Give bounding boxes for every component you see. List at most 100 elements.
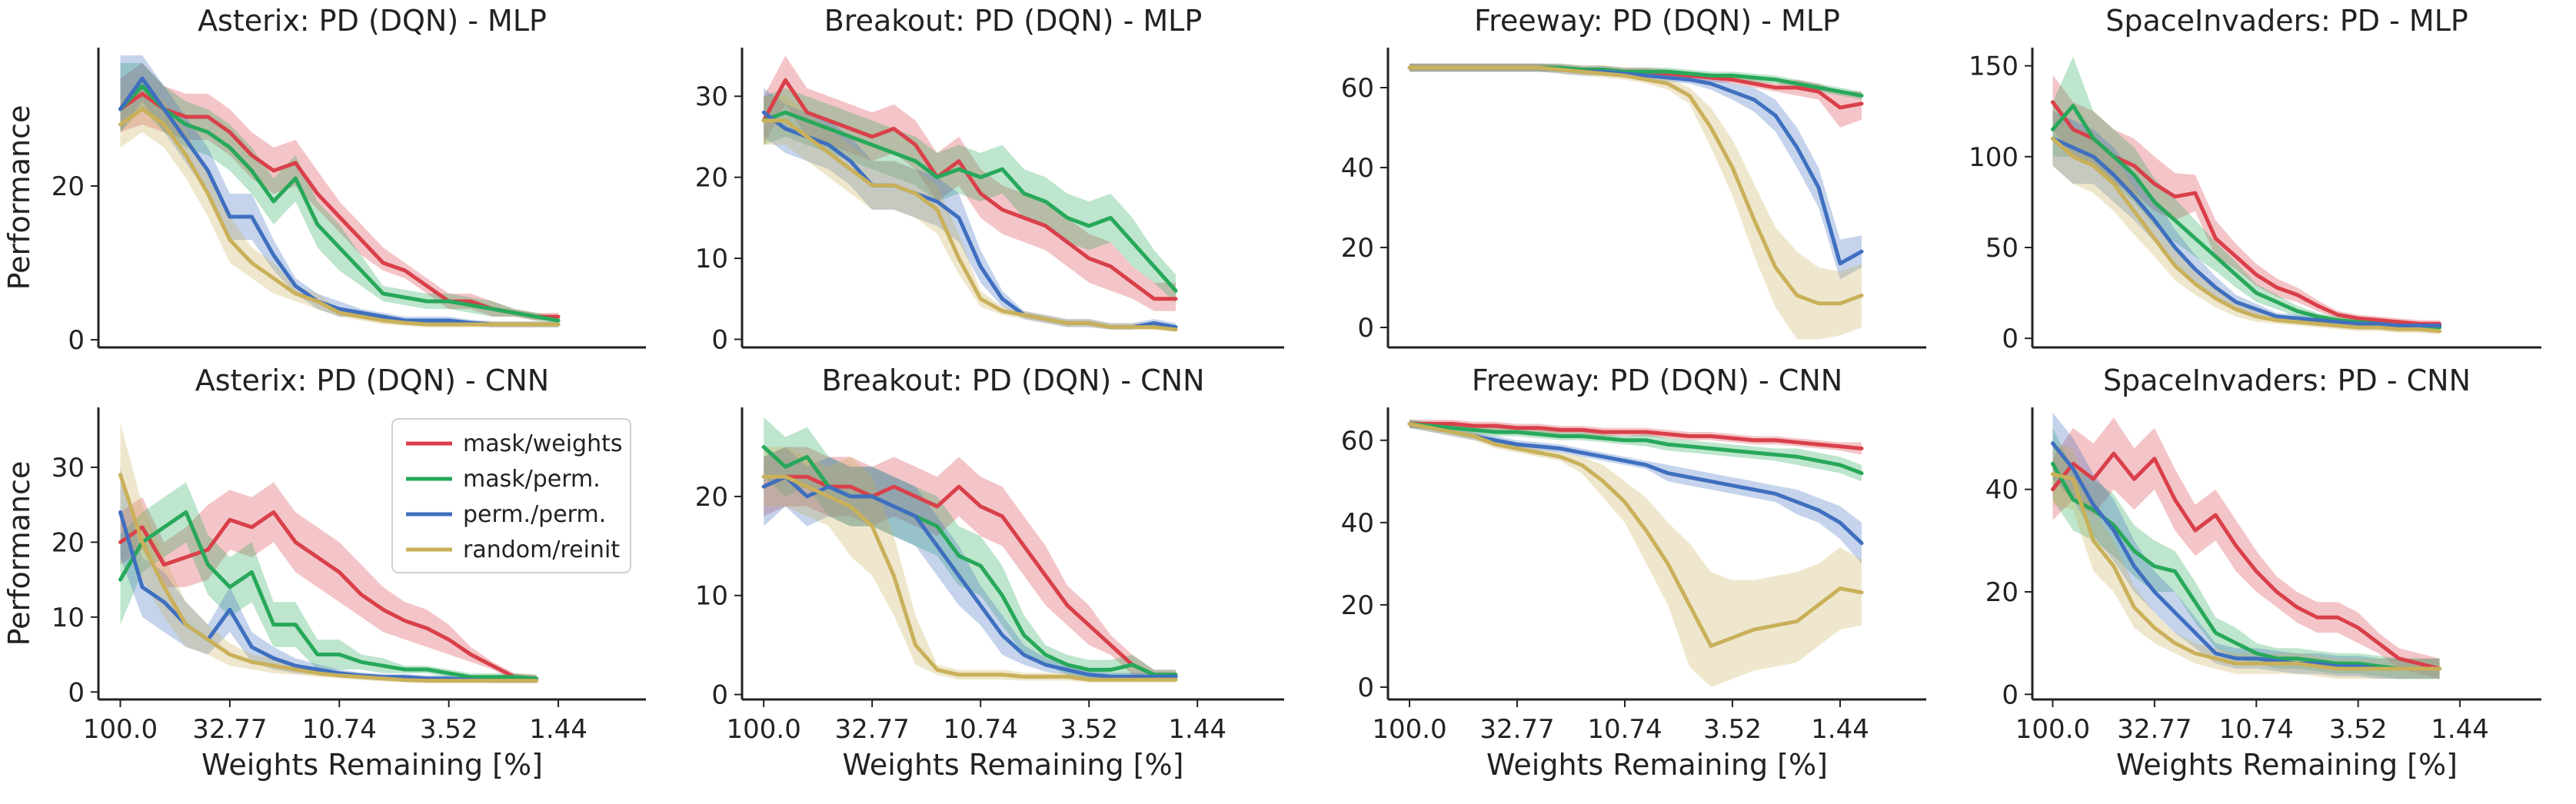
series-line-perm-perm: [761, 474, 1178, 679]
x-tick-label: 3.52: [1060, 714, 1118, 745]
band-random-reinit: [1409, 63, 1862, 340]
series-line-mask-perm: [2051, 461, 2442, 671]
x-tick-label: 10.74: [944, 714, 1018, 745]
y-tick-label: 50: [1985, 233, 2019, 264]
y-tick-label: 40: [1985, 475, 2019, 506]
panel-asterix-pd-dqn-cnn: Asterix: PD (DQN) - CNN 0 10 20 30 100.0 32.77…: [2, 364, 646, 782]
series-line-mask-perm: [118, 510, 539, 681]
y-tick-label: 20: [1341, 590, 1374, 621]
panel-title: SpaceInvaders: PD - MLP: [2105, 4, 2468, 38]
y-tick-label: 0: [2002, 324, 2019, 354]
x-tick-label: 32.77: [1479, 714, 1554, 745]
x-tick-label: 100.0: [1372, 714, 1446, 745]
y-tick-label: 10: [695, 244, 728, 274]
series-line-mask-perm: [761, 110, 1178, 293]
band-mask-perm: [2052, 427, 2440, 679]
y-tick-label: 10: [52, 603, 85, 633]
band-random-reinit: [764, 447, 1176, 683]
legend-label-mask-perm: mask/perm.: [463, 466, 601, 493]
x-tick-label: 100.0: [2015, 714, 2090, 745]
x-tick-label: 3.52: [2329, 714, 2388, 745]
y-tick-label: 60: [1341, 73, 1374, 104]
band-mask-weights: [1409, 63, 1862, 128]
x-tick-label: 1.44: [2431, 714, 2489, 745]
series-line-random-reinit: [118, 107, 561, 327]
legend-label-mask-weights: mask/weights: [463, 430, 623, 457]
x-axis-label: Weights Remaining [%]: [843, 748, 1184, 782]
band-mask-weights: [120, 63, 559, 321]
legend-label-perm-perm: perm./perm.: [463, 501, 606, 528]
panel-title: Freeway: PD (DQN) - MLP: [1474, 4, 1840, 38]
band-mask-perm: [764, 417, 1176, 680]
panel-title: Asterix: PD (DQN) - CNN: [195, 364, 549, 397]
x-tick-label: 32.77: [2117, 714, 2192, 745]
x-tick-label: 100.0: [83, 714, 158, 745]
x-tick-label: 32.77: [835, 714, 910, 745]
x-tick-label: 1.44: [529, 714, 587, 745]
panel-grid: Asterix: PD (DQN) - MLP 0 20 Performance Bre…: [2, 4, 2541, 782]
series-line-perm-perm: [2051, 136, 2442, 328]
y-tick-label: 100: [1969, 142, 2019, 173]
y-tick-label: 30: [695, 81, 728, 112]
band-perm-perm: [1409, 63, 1862, 280]
series-line-mask-perm: [118, 84, 561, 323]
series-line-random-reinit: [118, 473, 539, 683]
series-line-mask-weights: [2051, 451, 2442, 671]
band-mask-weights: [2052, 417, 2440, 679]
panel-title: Freeway: PD (DQN) - CNN: [1472, 364, 1842, 397]
band-mask-weights: [2052, 75, 2440, 327]
series-line-perm-perm: [1407, 421, 1864, 546]
y-tick-label: 40: [1341, 508, 1374, 539]
band-mask-perm: [120, 482, 537, 683]
band-mask-weights: [764, 447, 1176, 680]
series-line-random-reinit: [761, 118, 1178, 332]
x-axis-label: Weights Remaining [%]: [1486, 748, 1828, 782]
y-tick-label: 30: [52, 453, 85, 483]
series-line-perm-perm: [1407, 65, 1864, 266]
series-line-mask-weights: [1407, 421, 1864, 450]
y-tick-label: 10: [695, 581, 728, 612]
x-tick-label: 10.74: [1587, 714, 1662, 745]
y-tick-label: 20: [1985, 577, 2019, 608]
y-tick-label: 150: [1969, 51, 2019, 82]
panel-title: Asterix: PD (DQN) - MLP: [198, 4, 547, 38]
legend-label-random-reinit: random/reinit: [463, 537, 620, 563]
y-tick-label: 0: [1357, 313, 1374, 344]
y-tick-label: 0: [68, 325, 85, 356]
band-perm-perm: [764, 447, 1176, 681]
y-tick-label: 0: [711, 680, 728, 711]
y-tick-label: 40: [1341, 153, 1374, 184]
x-axis-label: Weights Remaining [%]: [2116, 748, 2458, 782]
panel-spaceinvaders-pd-cnn: SpaceInvaders: PD - CNN 0 20 40 100.0 32.77 10…: [1985, 364, 2541, 782]
panel-title: SpaceInvaders: PD - CNN: [2103, 364, 2471, 397]
legend: mask/weights mask/perm. perm./perm. random/…: [391, 418, 631, 573]
x-tick-label: 3.52: [1703, 714, 1762, 745]
x-axis-label: Weights Remaining [%]: [201, 748, 543, 782]
panel-freeway-pd-dqn-mlp: Freeway: PD (DQN) - MLP 0 20 40 60: [1341, 4, 1926, 349]
band-mask-perm: [120, 63, 559, 324]
x-tick-label: 1.44: [1168, 714, 1226, 745]
y-axis-label: Performance: [2, 105, 36, 291]
panel-asterix-pd-dqn-mlp: Asterix: PD (DQN) - MLP 0 20 Performance: [2, 4, 646, 356]
band-random-reinit: [2052, 111, 2440, 335]
series-line-random-reinit: [2051, 136, 2442, 334]
series-line-mask-weights: [761, 78, 1178, 301]
panel-title: Breakout: PD (DQN) - MLP: [824, 4, 1203, 38]
series-line-mask-perm: [1407, 421, 1864, 476]
band-random-reinit: [1409, 420, 1862, 687]
band-perm-perm: [120, 467, 537, 683]
y-tick-label: 60: [1341, 426, 1374, 457]
y-tick-label: 0: [2002, 679, 2019, 710]
panel-breakout-pd-dqn-cnn: Breakout: PD (DQN) - CNN 0 10 20 100.0 32.77 1…: [695, 364, 1284, 782]
x-tick-label: 3.52: [420, 714, 478, 745]
x-tick-label: 10.74: [302, 714, 377, 745]
series-line-mask-weights: [118, 510, 539, 681]
panel-breakout-pd-dqn-mlp: Breakout: PD (DQN) - MLP 0 10 20 30: [695, 4, 1284, 355]
y-tick-label: 0: [68, 677, 85, 708]
x-tick-label: 32.77: [192, 714, 267, 745]
y-tick-label: 20: [695, 482, 728, 513]
panel-spaceinvaders-pd-mlp: SpaceInvaders: PD - MLP 0 50 100 150: [1969, 4, 2541, 354]
panel-freeway-pd-dqn-cnn: Freeway: PD (DQN) - CNN 0 20 40 60 100.0 32.77…: [1341, 364, 1926, 782]
series-line-random-reinit: [1407, 65, 1864, 306]
